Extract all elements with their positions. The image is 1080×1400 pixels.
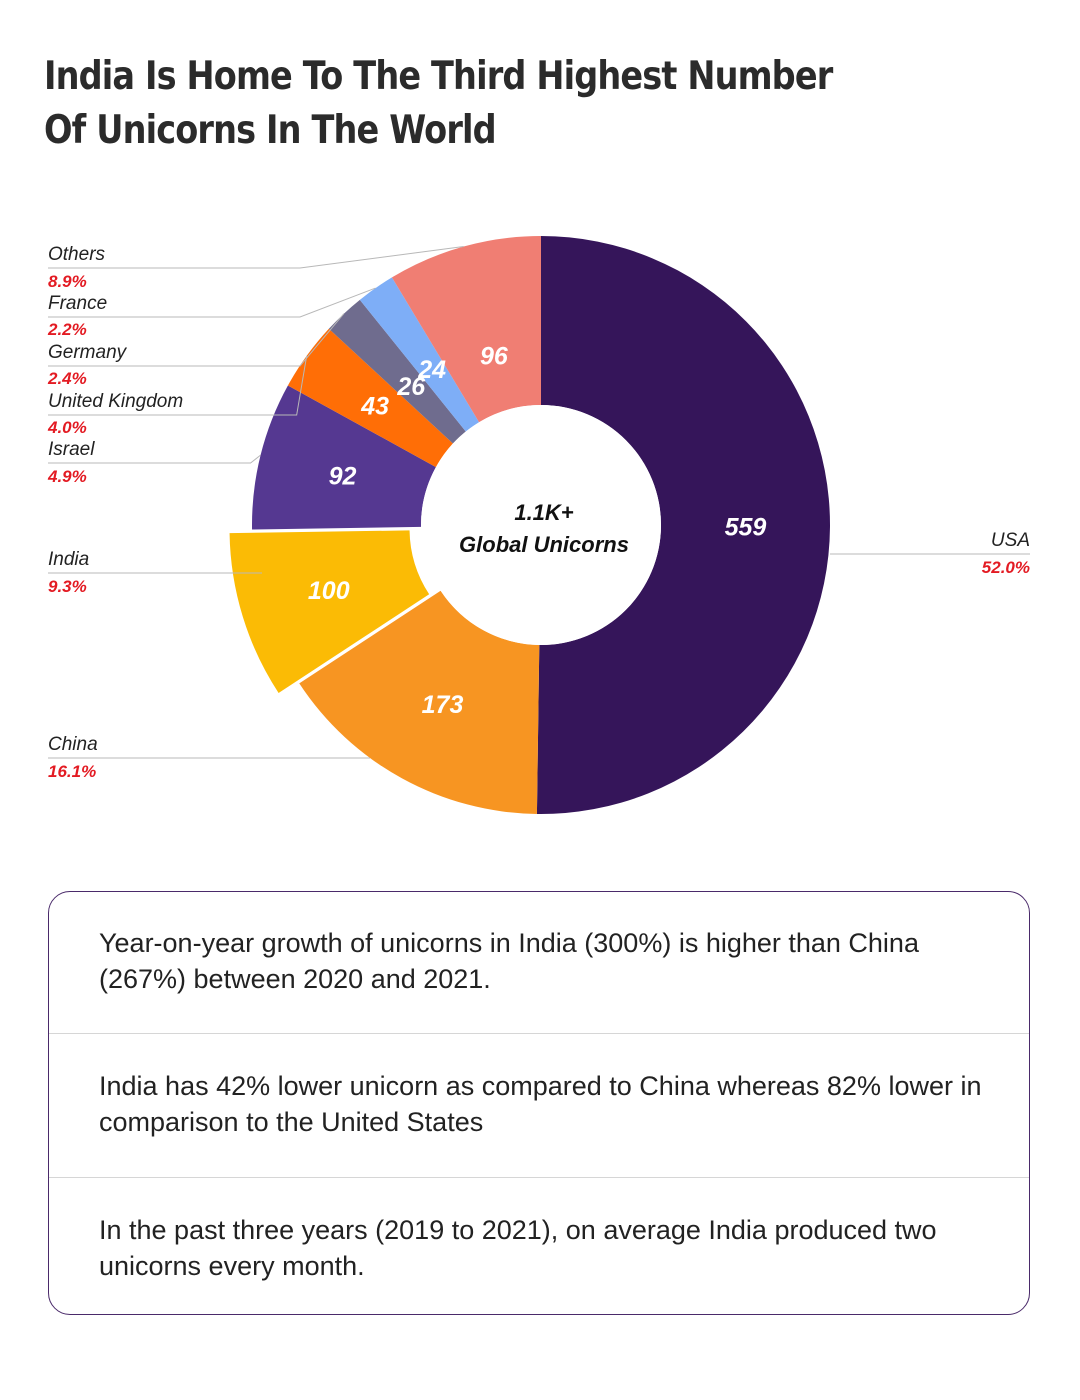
value-label-china: 173 bbox=[422, 691, 464, 719]
page-title-line-2: Of Unicorns In The World bbox=[44, 108, 497, 153]
slice-usa bbox=[536, 236, 831, 814]
category-label-israel: Israel bbox=[48, 439, 95, 460]
slice-others bbox=[391, 236, 541, 423]
slice-labels: 559 USA 52.0% 173 China 16.1% 100 India 9.3% 92 Is… bbox=[47, 244, 1030, 781]
value-label-france: 24 bbox=[417, 356, 446, 384]
slice-france bbox=[359, 277, 480, 432]
category-label-france: France bbox=[48, 293, 107, 314]
percent-label-israel: 4.9% bbox=[47, 467, 87, 486]
slice-israel bbox=[251, 385, 436, 530]
percent-label-united-kingdom: 4.0% bbox=[47, 418, 87, 437]
leader-line-germany bbox=[48, 313, 345, 367]
category-label-china: China bbox=[48, 734, 98, 755]
value-label-germany: 26 bbox=[396, 373, 426, 401]
category-label-india: India bbox=[48, 549, 89, 570]
fact-divider bbox=[49, 1033, 1029, 1034]
leader-line-others bbox=[48, 246, 464, 269]
unicorn-donut-chart: 559 USA 52.0% 173 China 16.1% 100 India 9.3% 92 Is… bbox=[47, 236, 1030, 814]
facts-box: Year-on-year growth of unicorns in India… bbox=[48, 891, 1030, 1315]
category-label-germany: Germany bbox=[48, 342, 128, 363]
center-label-text: Global Unicorns bbox=[459, 532, 629, 557]
page-title-line-1: India Is Home To The Third Highest Numbe… bbox=[44, 54, 833, 99]
fact-item-2: India has 42% lower unicorn as compared … bbox=[99, 1071, 982, 1137]
category-label-usa: USA bbox=[991, 530, 1030, 551]
category-label-others: Others bbox=[48, 244, 106, 265]
fact-item-1: Year-on-year growth of unicorns in India… bbox=[99, 928, 919, 994]
percent-label-china: 16.1% bbox=[48, 762, 96, 781]
fact-item-3: In the past three years (2019 to 2021), … bbox=[99, 1215, 937, 1281]
value-label-india: 100 bbox=[308, 577, 350, 605]
category-label-united-kingdom: United Kingdom bbox=[48, 391, 183, 412]
donut-hole bbox=[421, 405, 661, 645]
percent-label-india: 9.3% bbox=[48, 577, 87, 596]
page-title: India Is Home To The Third Highest Numbe… bbox=[44, 50, 904, 158]
percent-label-usa: 52.0% bbox=[982, 558, 1030, 577]
center-label-count: 1.1K+ bbox=[514, 500, 573, 525]
leader-line-united-kingdom bbox=[48, 355, 308, 416]
slice-united-kingdom bbox=[287, 328, 453, 468]
leader-line-france bbox=[48, 287, 376, 318]
percent-label-others: 8.9% bbox=[48, 272, 87, 291]
donut-slices bbox=[229, 236, 831, 814]
slice-china bbox=[299, 590, 540, 814]
value-label-israel: 92 bbox=[329, 463, 357, 491]
leader-lines bbox=[48, 246, 1030, 759]
value-label-united-kingdom: 43 bbox=[360, 392, 389, 420]
leader-line-israel bbox=[48, 454, 261, 464]
fact-divider bbox=[49, 1177, 1029, 1178]
percent-label-france: 2.2% bbox=[47, 320, 87, 339]
slice-india bbox=[229, 530, 430, 693]
value-label-others: 96 bbox=[480, 343, 509, 371]
slice-germany bbox=[328, 299, 466, 444]
percent-label-germany: 2.4% bbox=[47, 369, 87, 388]
value-label-usa: 559 bbox=[725, 513, 767, 541]
